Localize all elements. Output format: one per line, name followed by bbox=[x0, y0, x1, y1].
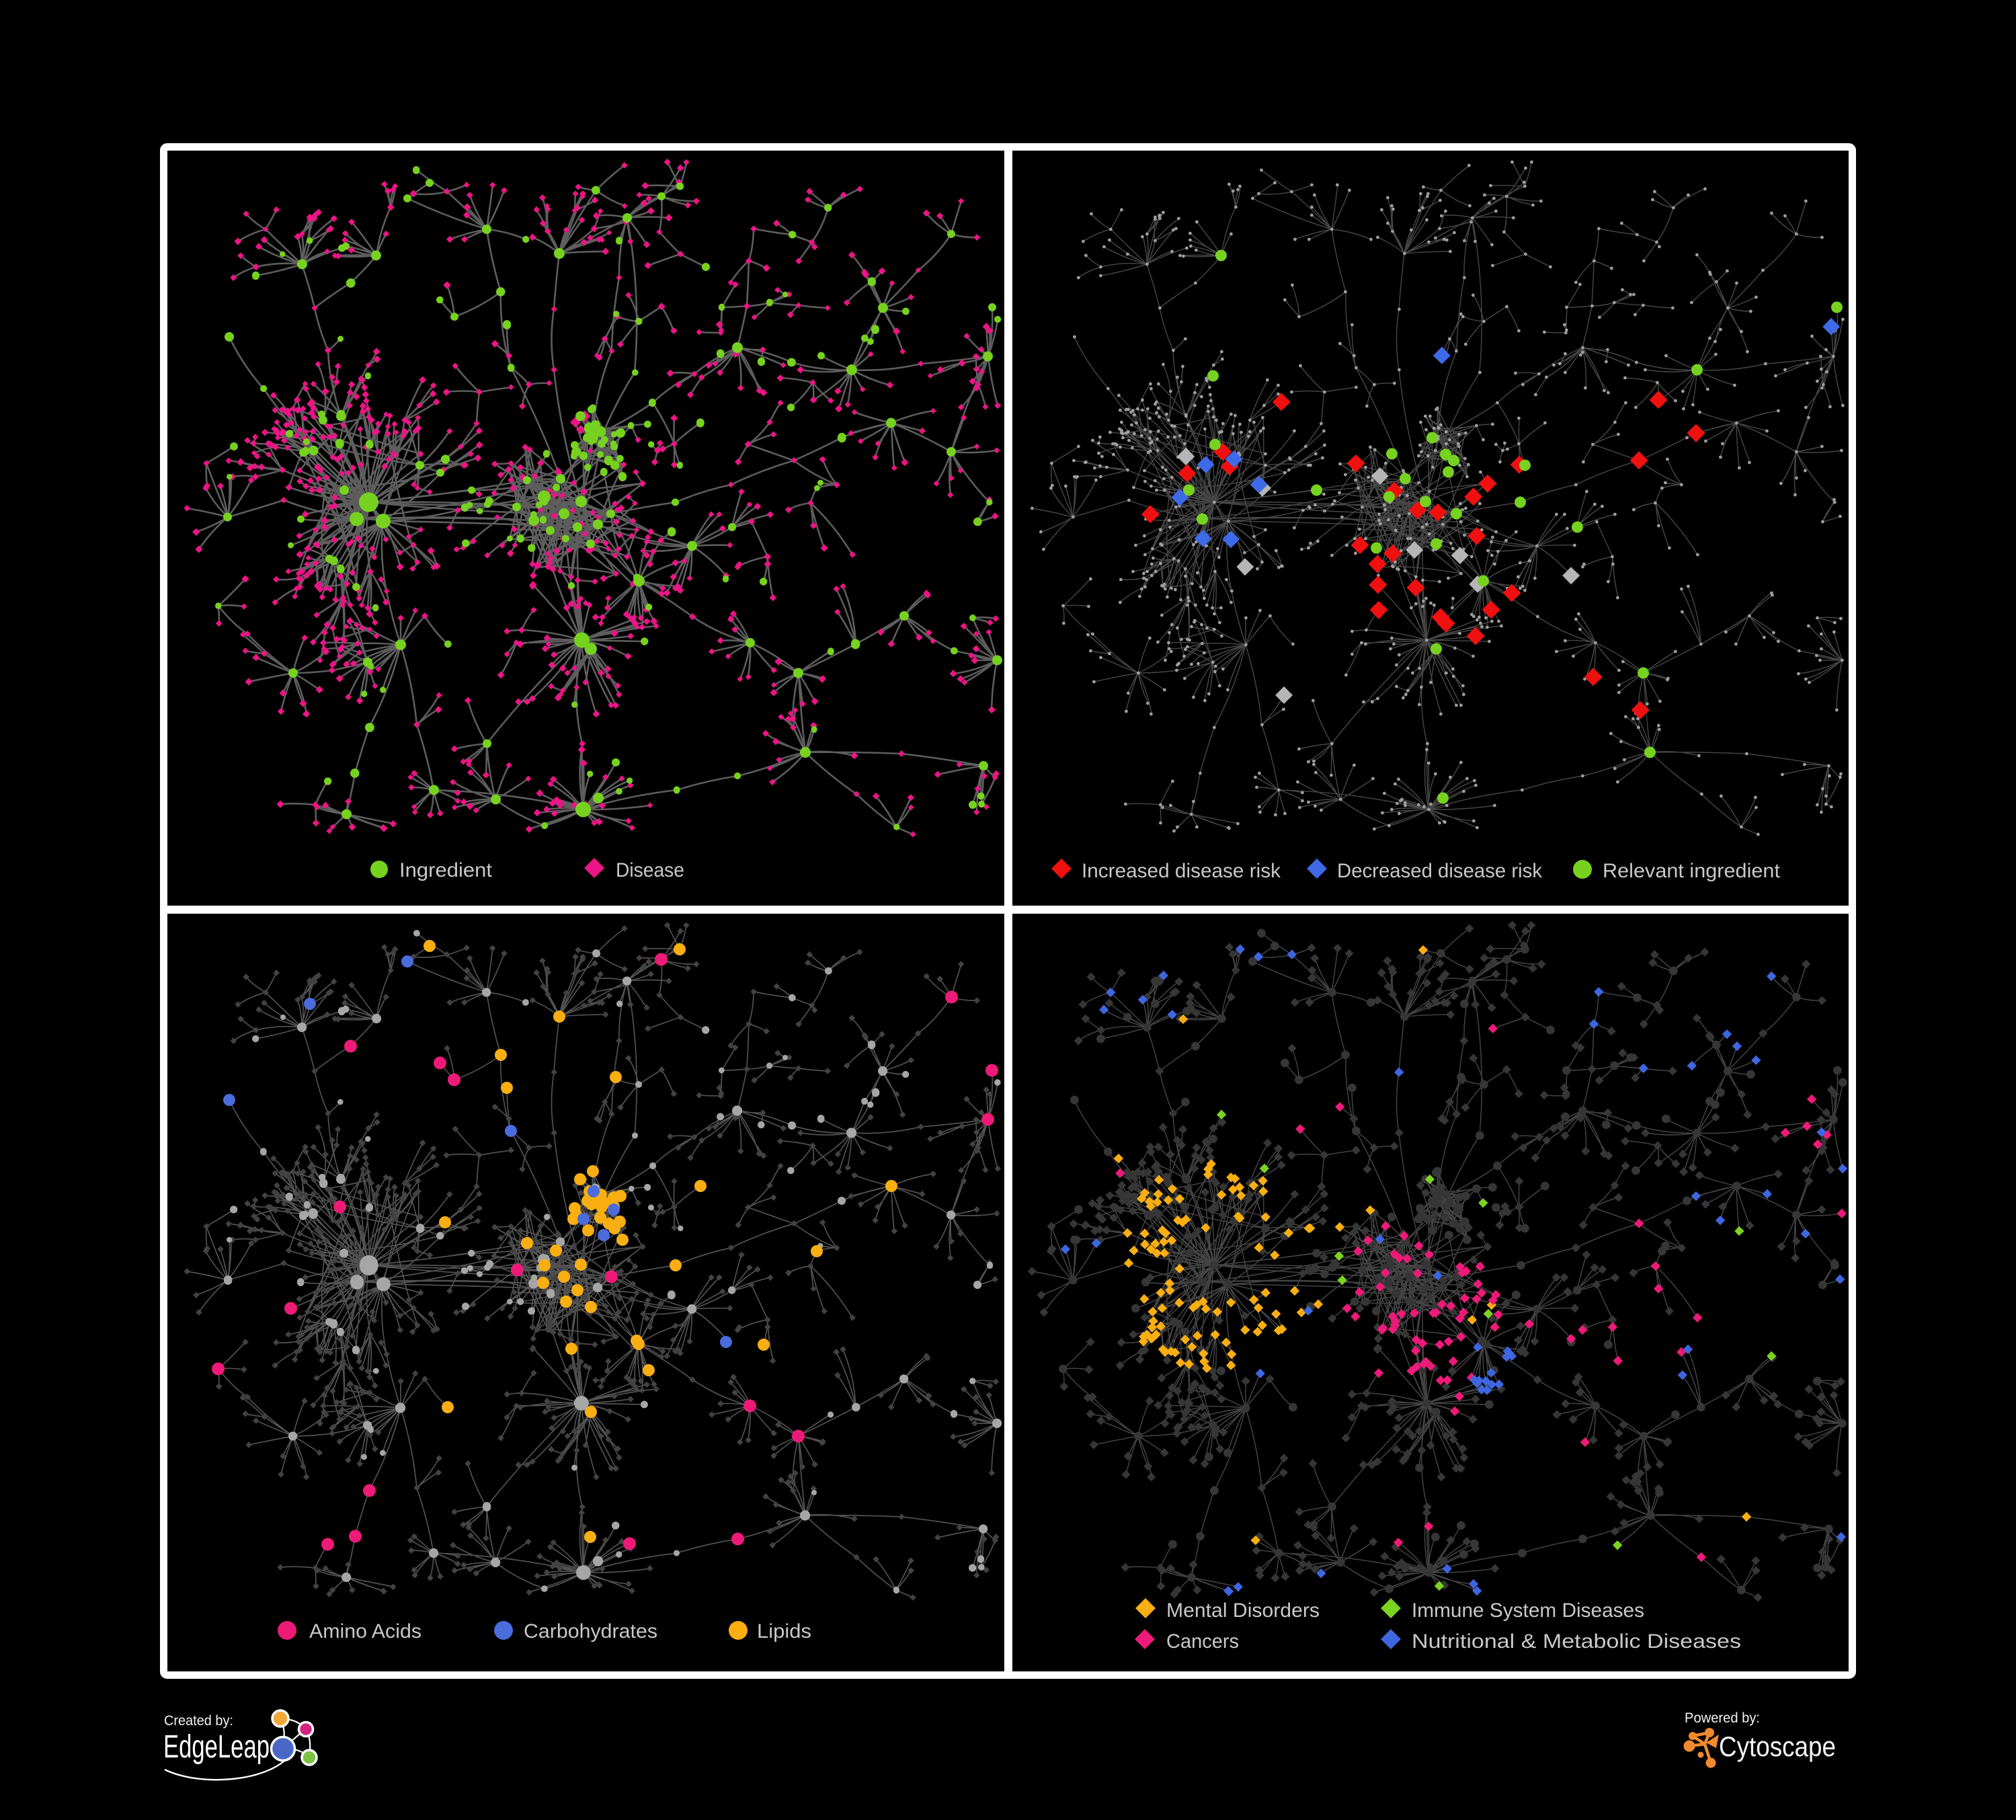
svg-text:Cytoscape: Cytoscape bbox=[1719, 1731, 1836, 1762]
svg-text:Increased disease risk: Increased disease risk bbox=[1082, 860, 1281, 882]
svg-text:Relevant ingredient: Relevant ingredient bbox=[1603, 860, 1781, 882]
svg-text:Nutritional & Metabolic Diseas: Nutritional & Metabolic Diseases bbox=[1412, 1630, 1741, 1653]
svg-text:Immune System Diseases: Immune System Diseases bbox=[1412, 1599, 1644, 1622]
svg-text:Ingredient: Ingredient bbox=[399, 859, 493, 881]
svg-text:Cancers: Cancers bbox=[1166, 1630, 1239, 1653]
svg-text:Disease: Disease bbox=[616, 859, 684, 881]
svg-text:Mental Disorders: Mental Disorders bbox=[1166, 1599, 1320, 1622]
svg-text:Powered by:: Powered by: bbox=[1685, 1710, 1760, 1726]
svg-text:Created by:: Created by: bbox=[164, 1713, 233, 1729]
svg-text:Amino Acids: Amino Acids bbox=[309, 1620, 421, 1643]
svg-text:EdgeLeap: EdgeLeap bbox=[163, 1729, 270, 1765]
svg-text:Carbohydrates: Carbohydrates bbox=[524, 1620, 657, 1643]
svg-text:Decreased disease risk: Decreased disease risk bbox=[1337, 860, 1543, 882]
svg-text:Lipids: Lipids bbox=[757, 1620, 811, 1643]
